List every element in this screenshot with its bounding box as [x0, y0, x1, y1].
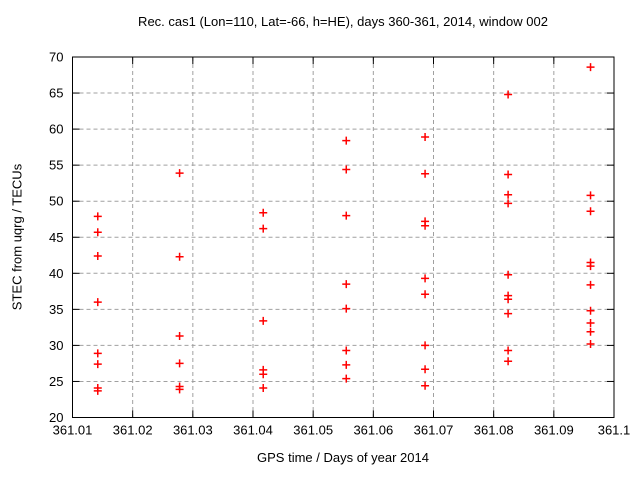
data-point-marker — [93, 298, 102, 307]
data-point-marker — [175, 252, 184, 261]
x-tick-label: 361.09 — [534, 423, 574, 438]
data-point-marker — [93, 349, 102, 358]
data-point-marker — [586, 63, 595, 72]
data-point-marker — [342, 374, 351, 383]
data-point-marker — [586, 262, 595, 271]
data-point-marker — [175, 359, 184, 368]
data-point-marker — [586, 306, 595, 315]
data-point-marker — [93, 386, 102, 395]
y-tick-label: 55 — [49, 158, 63, 173]
data-point-marker — [175, 169, 184, 178]
x-axis-label: GPS time / Days of year 2014 — [257, 450, 429, 465]
data-point-marker — [504, 357, 513, 366]
x-tick-label: 361.08 — [474, 423, 514, 438]
data-point-marker — [259, 383, 268, 392]
data-point-marker — [421, 133, 430, 142]
data-point-marker — [175, 385, 184, 394]
data-point-marker — [586, 280, 595, 289]
data-point-marker — [504, 170, 513, 179]
data-point-marker — [504, 90, 513, 99]
y-tick-label: 25 — [49, 374, 63, 389]
data-point-marker — [93, 360, 102, 369]
x-tick-label: 361.01 — [53, 423, 93, 438]
data-point-marker — [504, 190, 513, 199]
data-point-marker — [586, 191, 595, 200]
data-point-marker — [586, 319, 595, 328]
data-point-marker — [175, 332, 184, 341]
data-point-marker — [259, 370, 268, 379]
data-point-marker — [421, 169, 430, 178]
x-tick-label: 361.02 — [113, 423, 153, 438]
data-point-marker — [421, 365, 430, 374]
y-tick-label: 35 — [49, 302, 63, 317]
x-tick-label: 361.04 — [233, 423, 273, 438]
data-point-marker — [342, 304, 351, 313]
data-point-marker — [421, 341, 430, 350]
x-tick-label: 361.03 — [173, 423, 213, 438]
data-point-marker — [259, 224, 268, 233]
y-tick-label: 50 — [49, 194, 63, 209]
data-point-marker — [421, 274, 430, 283]
data-point-marker — [342, 165, 351, 174]
data-point-marker — [259, 316, 268, 325]
data-point-marker — [586, 339, 595, 348]
data-point-marker — [259, 208, 268, 217]
data-point-marker — [342, 280, 351, 289]
plot-border — [72, 56, 615, 418]
y-tick-label: 60 — [49, 122, 63, 137]
data-point-marker — [421, 221, 430, 230]
data-point-marker — [93, 251, 102, 260]
y-tick-label: 65 — [49, 86, 63, 101]
data-point-marker — [342, 360, 351, 369]
data-point-marker — [586, 207, 595, 216]
data-point-marker — [342, 211, 351, 220]
y-tick-label: 45 — [49, 230, 63, 245]
x-tick-label: 361.05 — [293, 423, 333, 438]
data-point-marker — [93, 228, 102, 237]
data-point-marker — [504, 199, 513, 208]
data-point-marker — [504, 295, 513, 304]
data-point-marker — [342, 346, 351, 355]
y-tick-label: 70 — [49, 50, 63, 65]
data-point-marker — [504, 309, 513, 318]
y-tick-label: 30 — [49, 338, 63, 353]
data-point-marker — [421, 381, 430, 390]
data-point-marker — [586, 327, 595, 336]
data-point-marker — [504, 346, 513, 355]
data-point-marker — [93, 212, 102, 221]
chart-title: Rec. cas1 (Lon=110, Lat=-66, h=HE), days… — [138, 14, 548, 29]
data-point-marker — [504, 270, 513, 279]
y-tick-label: 40 — [49, 266, 63, 281]
x-tick-label: 361.06 — [353, 423, 393, 438]
x-tick-label: 361.1 — [598, 423, 631, 438]
data-point-marker — [421, 290, 430, 299]
y-tick-label: 20 — [49, 410, 63, 425]
data-point-marker — [342, 136, 351, 145]
x-tick-label: 361.07 — [414, 423, 454, 438]
